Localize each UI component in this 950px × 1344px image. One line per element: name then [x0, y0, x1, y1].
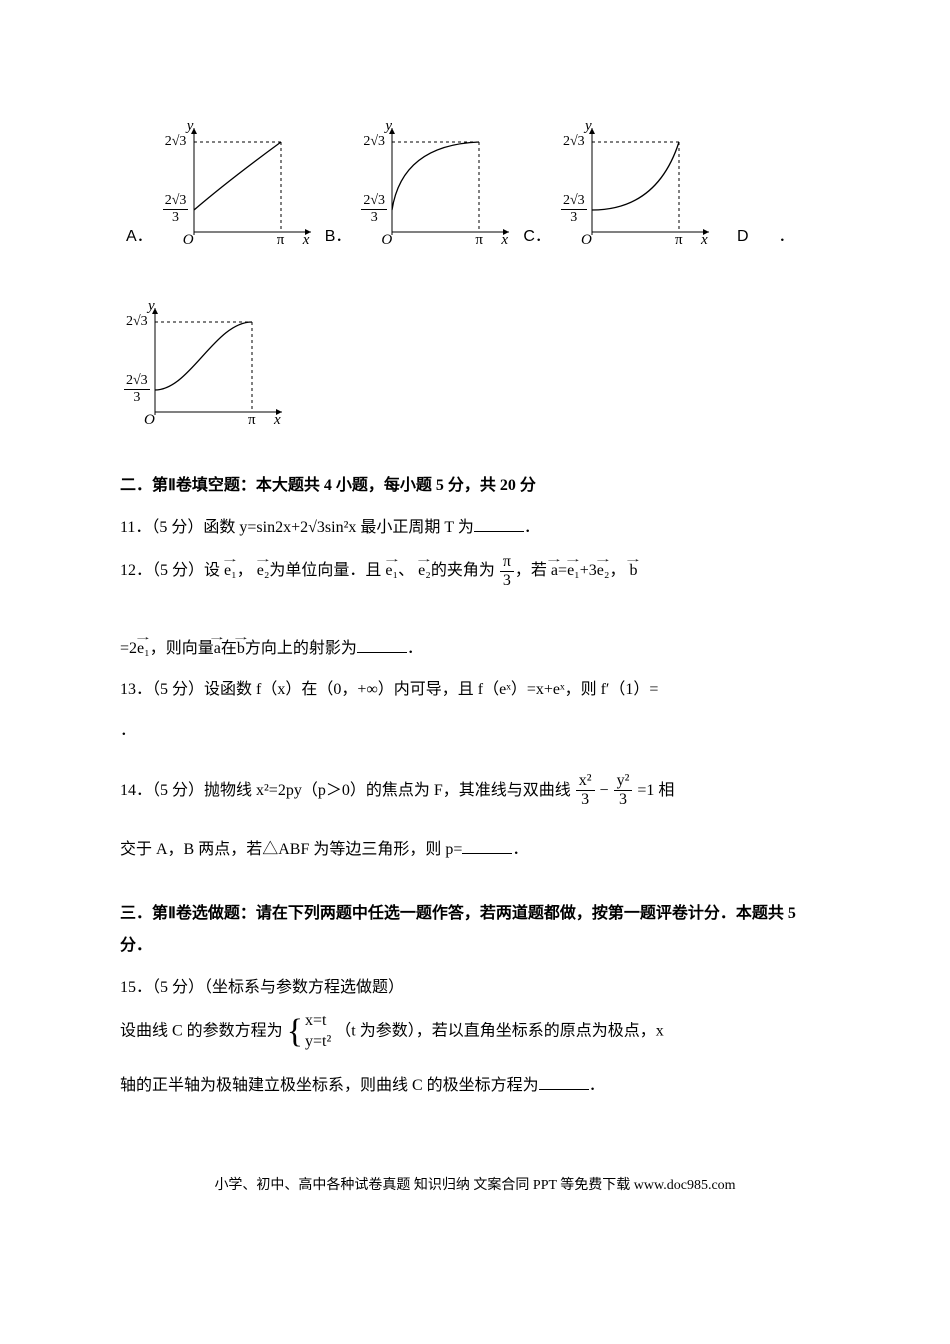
- y-mid-tick: 2√33: [163, 194, 189, 225]
- q15-blank: [539, 1073, 589, 1090]
- vec-e1d: e₁: [137, 629, 150, 666]
- y-top-tick: 2√3: [165, 134, 187, 150]
- origin-label: O: [183, 232, 194, 249]
- q11-sqrt: √3: [308, 519, 325, 536]
- option-c-graph: y 2√3 2√33 O π x: [557, 120, 717, 250]
- y-top-tick: 2√3: [563, 134, 585, 150]
- x-axis-label: x: [501, 232, 508, 249]
- option-c-label: C．: [523, 222, 551, 246]
- vec-b: b: [629, 551, 637, 588]
- answer-options-row: A． y 2√3 2√33 O π x: [120, 120, 830, 250]
- question-11: 11．（5 分）函数 y=sin2x+2√3sin²x 最小正周期 T 为 ．: [120, 510, 830, 545]
- q15-l3-prefix: 轴的正半轴为极轴建立极坐标系，则曲线 C 的极坐标方程为: [120, 1077, 539, 1094]
- frac-x2-3: x²3: [576, 773, 595, 808]
- vec-a: a: [551, 551, 558, 588]
- q11-prefix: 11．（5 分）函数 y=sin2x+2: [120, 519, 308, 536]
- pi-tick: π: [675, 232, 683, 249]
- q12-p1: 12．（5 分）设: [120, 562, 220, 579]
- option-d-graph: y 2√3 2√33 O π x: [120, 300, 290, 430]
- origin-label: O: [381, 232, 392, 249]
- q14-after1: =1 相: [637, 782, 674, 799]
- page-footer: 小学、初中、高中各种试卷真题 知识归纳 文案合同 PPT 等免费下载 www.d…: [120, 1174, 830, 1194]
- q15-brace: { x=t y=t²: [287, 1011, 332, 1053]
- question-14: 14．（5 分）抛物线 x²=2py（p＞0）的焦点为 F，其准线与双曲线 x²…: [120, 773, 830, 809]
- vec-e2b: e₂: [418, 551, 431, 588]
- y-axis-label: y: [585, 118, 592, 135]
- option-a-graph: y 2√3 2√33 O π x: [159, 120, 319, 250]
- q11-tail: ．: [524, 519, 540, 536]
- frac-y2-3: y²3: [614, 773, 633, 808]
- question-15-line1: 15．（5 分）（坐标系与参数方程选做题）: [120, 970, 830, 1005]
- option-d-trail: ．: [779, 222, 795, 246]
- vec-b2: b: [237, 629, 245, 666]
- q13-line1: 13．（5 分）设函数 f（x）在（0，+∞）内可导，且 f（eˣ）=x+eˣ，…: [120, 681, 658, 698]
- frac-pi-3: π3: [500, 554, 514, 589]
- y-axis-label: y: [385, 118, 392, 135]
- q14-blank: [462, 837, 512, 854]
- vec-e1c: e₁: [567, 551, 580, 588]
- y-axis-label: y: [148, 298, 155, 315]
- y-mid-tick: 2√33: [561, 194, 587, 225]
- option-b-label: B．: [325, 222, 352, 246]
- y-mid-tick: 2√33: [361, 194, 387, 225]
- x-axis-label: x: [303, 232, 310, 249]
- x-axis-label: x: [701, 232, 708, 249]
- question-14-line2: 交于 A，B 两点，若△ABF 为等边三角形，则 p=．: [120, 832, 830, 867]
- question-15-line3: 轴的正半轴为极轴建立极坐标系，则曲线 C 的极坐标方程为．: [120, 1068, 830, 1103]
- question-12: 12．（5 分）设 e₁， e₂为单位向量．且 e₁、 e₂的夹角为 π3，若 …: [120, 551, 830, 589]
- question-15-line2: 设曲线 C 的参数方程为 { x=t y=t² （t 为参数），若以直角坐标系的…: [120, 1011, 830, 1053]
- question-13: 13．（5 分）设函数 f（x）在（0，+∞）内可导，且 f（eˣ）=x+eˣ，…: [120, 672, 830, 707]
- q12-blank: [357, 636, 407, 653]
- option-b: B． y 2√3 2√33 O π x: [319, 120, 518, 250]
- vec-e2c: e₂: [597, 551, 610, 588]
- q15-l2-prefix: 设曲线 C 的参数方程为: [120, 1022, 283, 1039]
- question-12-line2: =2e₁，则向量a在b方向上的射影为．: [120, 629, 830, 666]
- option-a-label: A．: [126, 222, 153, 246]
- origin-label: O: [581, 232, 592, 249]
- q11-blank: [474, 515, 524, 532]
- option-c: C． y 2√3 2√33 O π x: [517, 120, 717, 250]
- q15-l2-after: （t 为参数），若以直角坐标系的原点为极点，x: [335, 1022, 663, 1039]
- q14-l2-prefix: 交于 A，B 两点，若△ABF 为等边三角形，则 p=: [120, 841, 462, 858]
- option-b-graph: y 2√3 2√33 O π x: [357, 120, 517, 250]
- vec-e1: e₁: [224, 551, 237, 588]
- brace-line1: x=t: [305, 1012, 326, 1029]
- x-axis-label: x: [274, 412, 281, 429]
- y-top-tick: 2√3: [363, 134, 385, 150]
- section2-title: 二．第Ⅱ卷填空题：本大题共 4 小题，每小题 5 分，共 20 分: [120, 470, 830, 502]
- y-mid-tick: 2√33: [124, 374, 150, 405]
- origin-label: O: [144, 412, 155, 429]
- pi-tick: π: [277, 232, 285, 249]
- brace-line2: y=t²: [305, 1033, 331, 1050]
- vec-e1b: e₁: [385, 551, 398, 588]
- option-a: A． y 2√3 2√33 O π x: [120, 120, 319, 250]
- pi-tick: π: [248, 412, 256, 429]
- q13-line2: ．: [120, 722, 136, 739]
- q14-prefix: 14．（5 分）抛物线 x²=2py（p＞0）的焦点为 F，其准线与双曲线: [120, 782, 571, 799]
- option-d-graph-wrap: y 2√3 2√33 O π x: [120, 300, 830, 430]
- y-top-tick: 2√3: [126, 314, 148, 330]
- pi-tick: π: [475, 232, 483, 249]
- section3-title: 三．第Ⅱ卷选做题：请在下列两题中任选一题作答，若两道题都做，按第一题评卷计分．本…: [120, 898, 830, 962]
- y-axis-label: y: [187, 118, 194, 135]
- q14-minus: −: [600, 782, 609, 799]
- vec-a2: a: [214, 629, 221, 666]
- vec-e2: e₂: [257, 551, 270, 588]
- option-d-label: D: [737, 228, 749, 246]
- brace-icon: {: [287, 1015, 303, 1049]
- question-13-line2: ．: [120, 713, 830, 748]
- q11-after: sin²x 最小正周期 T 为: [325, 519, 474, 536]
